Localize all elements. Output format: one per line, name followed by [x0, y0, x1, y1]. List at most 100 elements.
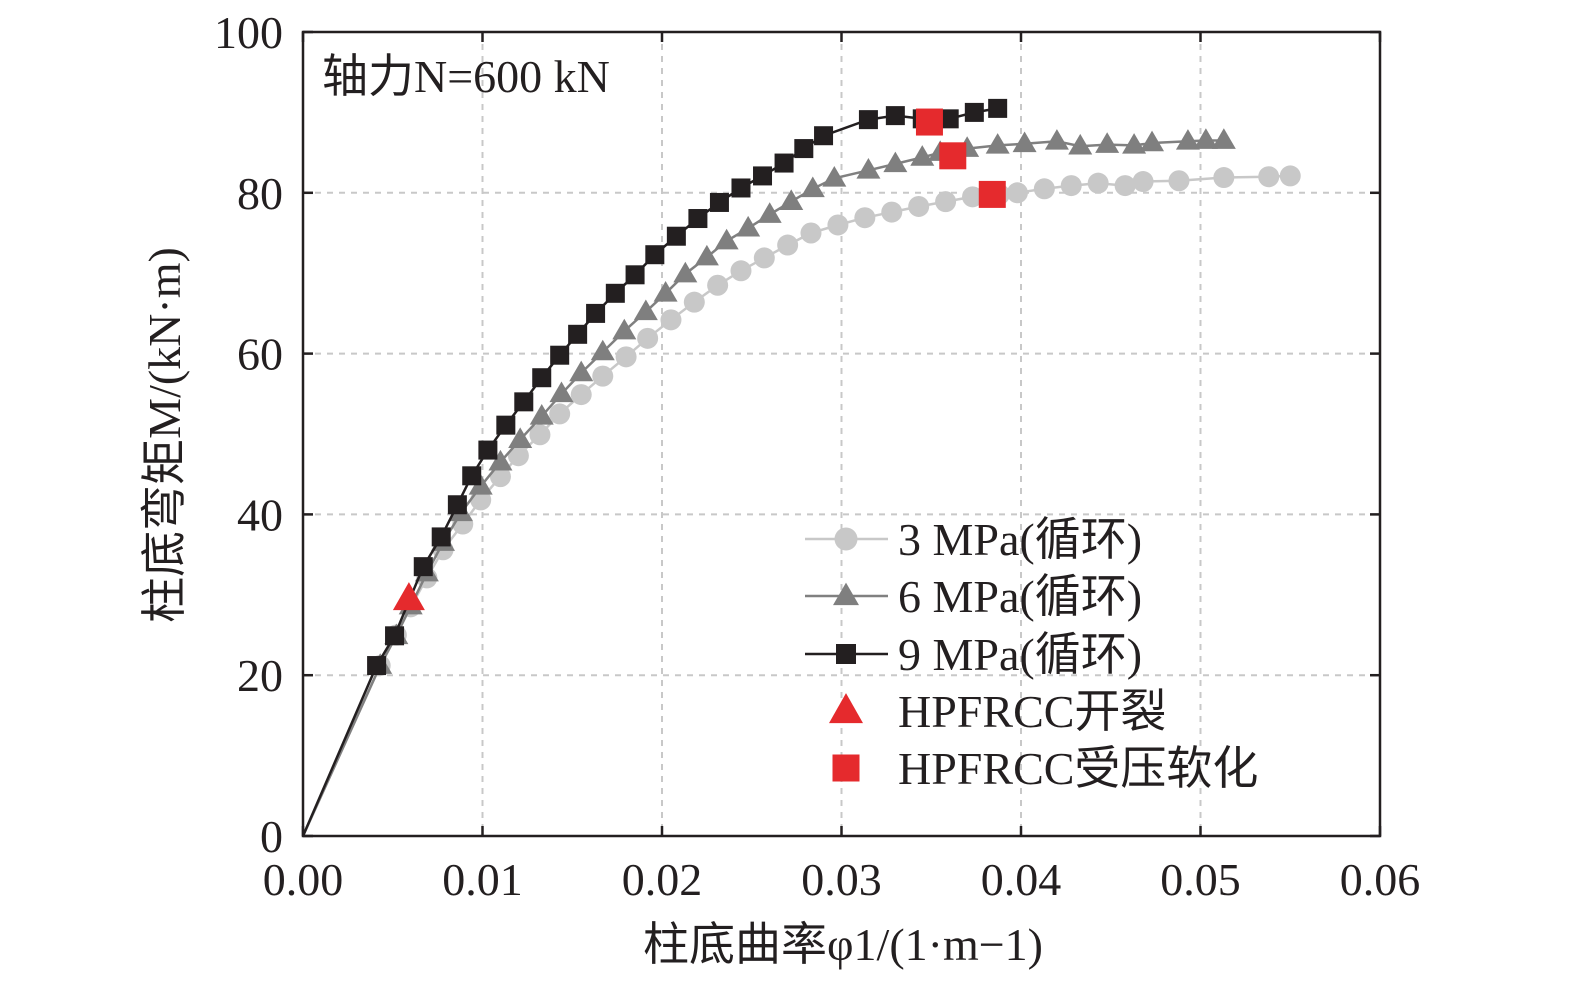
- data-point: [800, 222, 822, 244]
- data-point: [462, 466, 482, 486]
- data-point: [645, 245, 665, 265]
- data-point: [779, 189, 804, 210]
- data-point: [683, 291, 705, 313]
- legend-entry: HPFRCC开裂: [829, 686, 1166, 737]
- x-tick-label: 0.01: [442, 854, 523, 905]
- data-point: [568, 324, 588, 344]
- legend-marker: [833, 582, 859, 606]
- special-marker: [978, 180, 1006, 208]
- data-point: [549, 381, 574, 403]
- data-point: [615, 346, 637, 368]
- y-tick-label: 0: [260, 811, 283, 862]
- axial-force-annotation: 轴力N=600 kN: [322, 51, 610, 102]
- data-point: [709, 192, 729, 212]
- x-tick-label: 0.02: [622, 854, 703, 905]
- y-tick-label: 40: [237, 489, 283, 540]
- legend-label: HPFRCC开裂: [898, 686, 1166, 737]
- legend-label: 3 MPa(循环): [898, 514, 1142, 565]
- data-point: [753, 166, 773, 186]
- data-point: [529, 404, 554, 425]
- data-point: [653, 281, 678, 302]
- legend-marker: [834, 527, 858, 551]
- data-point: [1175, 129, 1200, 150]
- data-point: [550, 345, 570, 365]
- data-point: [822, 166, 847, 187]
- x-axis-label: 柱底曲率φ1/(1·m−1): [643, 919, 1043, 970]
- series-layer: [301, 98, 1301, 837]
- data-point: [637, 327, 659, 349]
- data-point: [800, 176, 825, 198]
- data-point: [489, 466, 511, 488]
- series-line: [301, 174, 1291, 837]
- legend-marker: [829, 693, 863, 724]
- legend-marker: [836, 644, 856, 664]
- x-tick-label: 0.06: [1340, 854, 1421, 905]
- data-point: [625, 265, 645, 285]
- data-point: [908, 195, 930, 217]
- data-point: [827, 214, 849, 236]
- data-point: [507, 445, 529, 467]
- data-point: [549, 403, 571, 425]
- data-point: [964, 102, 984, 122]
- data-point: [1114, 175, 1136, 197]
- y-tick-label: 20: [237, 650, 283, 701]
- data-point: [1132, 171, 1154, 193]
- data-point: [714, 228, 739, 250]
- data-point: [814, 126, 834, 146]
- data-point: [1012, 131, 1037, 153]
- data-point: [707, 274, 729, 296]
- legend-label: 6 MPa(循环): [898, 571, 1142, 622]
- data-point: [753, 247, 775, 269]
- special-marker-group-2: [915, 108, 1006, 208]
- legend-entry: 3 MPa(循环): [805, 514, 1142, 565]
- data-point: [794, 139, 814, 159]
- y-axis-label: 柱底弯矩M/(kN·m): [139, 247, 190, 623]
- legend-label: HPFRCC受压软化: [898, 743, 1258, 794]
- data-point: [532, 368, 552, 388]
- tick-labels: 0.00 0.01 0.02 0.03 0.04 0.05 0.06 0 20 40 60 80 100: [214, 7, 1420, 905]
- data-point: [367, 656, 387, 676]
- data-point: [854, 207, 876, 229]
- legend: 3 MPa(循环) 6 MPa(循环) 9 MPa(循环) HPFRCC开裂 HPFRC…: [805, 514, 1258, 794]
- data-point: [1193, 128, 1218, 149]
- data-point: [1068, 133, 1093, 155]
- data-point: [514, 392, 534, 412]
- series-3: [301, 98, 1008, 837]
- data-point: [774, 153, 794, 173]
- data-point: [881, 201, 903, 223]
- data-point: [858, 110, 878, 130]
- legend-entry: HPFRCC受压软化: [832, 743, 1258, 794]
- data-point: [885, 106, 905, 126]
- data-point: [633, 299, 658, 321]
- x-tick-label: 0.05: [1160, 854, 1241, 905]
- data-point: [1095, 132, 1120, 153]
- data-point: [660, 309, 682, 331]
- axis-ticks: [301, 30, 1382, 838]
- data-point: [1140, 130, 1165, 152]
- data-point: [1006, 182, 1028, 204]
- data-point: [1060, 175, 1082, 197]
- special-markers-layer: [392, 108, 1006, 611]
- data-point: [730, 260, 752, 282]
- data-point: [935, 191, 957, 213]
- data-point: [988, 98, 1008, 118]
- data-point: [731, 178, 751, 198]
- data-point: [673, 261, 698, 283]
- data-point: [385, 626, 405, 646]
- special-marker-group-1: [392, 582, 425, 611]
- data-point: [910, 145, 935, 166]
- data-point: [478, 440, 498, 460]
- y-tick-label: 80: [237, 168, 283, 219]
- data-point: [1122, 133, 1147, 154]
- y-tick-label: 60: [237, 329, 283, 380]
- data-point: [694, 244, 719, 266]
- data-point: [569, 360, 594, 382]
- y-tick-label: 100: [214, 7, 283, 58]
- legend-entry: 9 MPa(循环): [805, 629, 1142, 680]
- data-point: [1033, 178, 1055, 200]
- data-point: [883, 151, 908, 173]
- data-point: [592, 365, 614, 387]
- data-point: [508, 427, 533, 448]
- data-point: [612, 318, 637, 340]
